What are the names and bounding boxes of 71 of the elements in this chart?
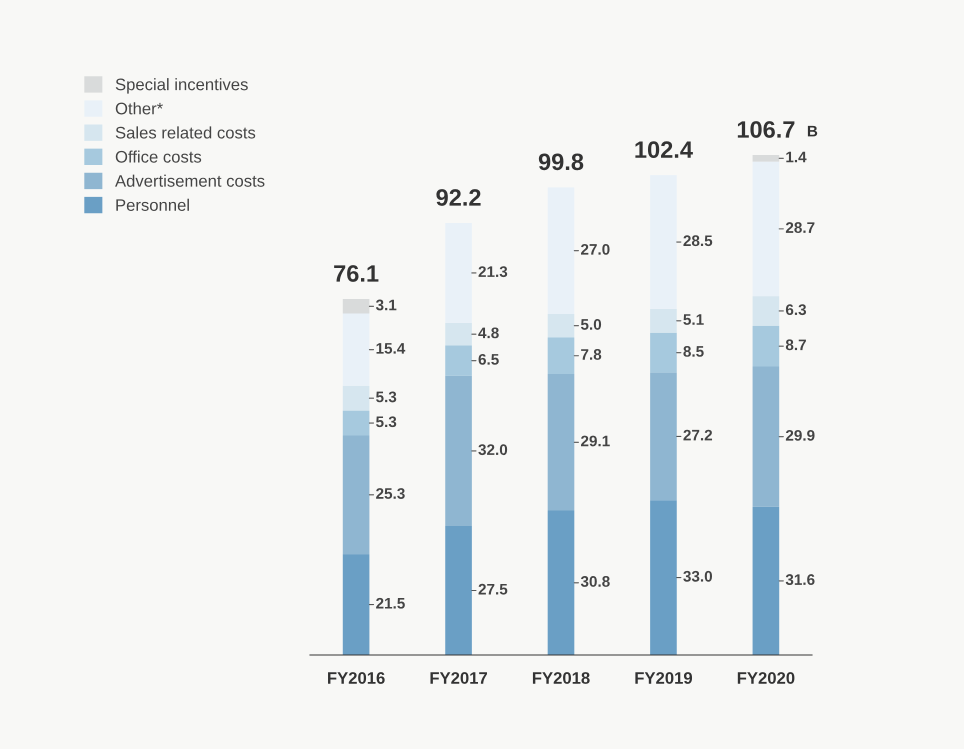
data-label: 32.0 bbox=[478, 444, 508, 456]
data-label: 8.7 bbox=[786, 339, 806, 350]
data-label: 33.0 bbox=[683, 570, 712, 582]
x-tick-label: FY2017 bbox=[430, 672, 488, 684]
data-label: 28.5 bbox=[683, 235, 712, 246]
data-label: 25.3 bbox=[376, 488, 405, 499]
legend-label: Personnel bbox=[116, 198, 189, 211]
data-label: 27.0 bbox=[580, 244, 610, 255]
data-label: 3.1 bbox=[376, 300, 396, 310]
data-label: 29.1 bbox=[580, 436, 610, 446]
annotation: B bbox=[808, 126, 818, 136]
data-label: 30.8 bbox=[580, 576, 610, 587]
data-label: 4.8 bbox=[478, 327, 499, 338]
bar bbox=[752, 296, 780, 326]
bar bbox=[650, 175, 677, 309]
data-label: 21.5 bbox=[376, 598, 405, 609]
bar bbox=[342, 298, 370, 314]
data-label: 7.8 bbox=[581, 349, 602, 360]
data-label: 15.4 bbox=[376, 343, 406, 354]
bar bbox=[752, 155, 780, 162]
total-label: 102.4 bbox=[635, 141, 693, 158]
bar bbox=[752, 162, 780, 296]
legend-label: Office costs bbox=[116, 150, 202, 163]
total-label: 106.7 bbox=[738, 121, 794, 138]
bar bbox=[445, 223, 472, 323]
data-label: 6.5 bbox=[478, 354, 499, 365]
bar bbox=[445, 376, 472, 526]
data-label: 28.7 bbox=[786, 222, 814, 233]
bar bbox=[548, 337, 574, 374]
x-tick-label: FY2016 bbox=[328, 672, 385, 684]
data-label: 27.5 bbox=[478, 584, 508, 595]
bar bbox=[548, 374, 574, 511]
total-label: 76.1 bbox=[334, 265, 378, 282]
bar bbox=[342, 554, 370, 655]
bar bbox=[650, 332, 677, 373]
x-tick-label: FY2020 bbox=[738, 672, 794, 684]
data-label: 21.3 bbox=[478, 266, 508, 278]
bar bbox=[548, 510, 574, 655]
bar bbox=[548, 314, 574, 338]
data-label: 6.3 bbox=[786, 304, 806, 316]
data-label: 5.1 bbox=[683, 314, 704, 325]
bar bbox=[342, 386, 370, 411]
data-label: 5.0 bbox=[580, 319, 602, 330]
bar bbox=[445, 526, 472, 655]
bar bbox=[650, 308, 677, 333]
x-tick-label: FY2018 bbox=[532, 672, 590, 684]
data-label: 5.3 bbox=[376, 416, 396, 428]
x-tick-label: FY2019 bbox=[635, 672, 692, 684]
data-label: 27.2 bbox=[683, 430, 712, 440]
data-label: 1.4 bbox=[786, 152, 807, 162]
bar bbox=[752, 366, 780, 507]
bar bbox=[342, 314, 370, 386]
total-label: 99.8 bbox=[538, 153, 584, 170]
legend-label: Advertisement costs bbox=[115, 174, 264, 187]
legend-label: Special incentives bbox=[116, 78, 248, 94]
bar bbox=[752, 326, 780, 367]
total-label: 92.2 bbox=[436, 189, 481, 206]
bar bbox=[445, 345, 472, 376]
legend-label: Other* bbox=[116, 102, 163, 114]
bar bbox=[548, 187, 574, 314]
bar bbox=[342, 435, 370, 554]
data-label: 31.6 bbox=[786, 574, 815, 586]
bar bbox=[342, 410, 370, 436]
data-label: 8.5 bbox=[683, 346, 704, 357]
bar bbox=[650, 500, 677, 655]
bar bbox=[650, 372, 677, 500]
data-label: 29.9 bbox=[786, 430, 815, 441]
bar bbox=[752, 506, 780, 655]
legend-label: Sales related costs bbox=[116, 126, 256, 139]
bar bbox=[445, 322, 472, 346]
data-label: 5.3 bbox=[376, 391, 396, 402]
